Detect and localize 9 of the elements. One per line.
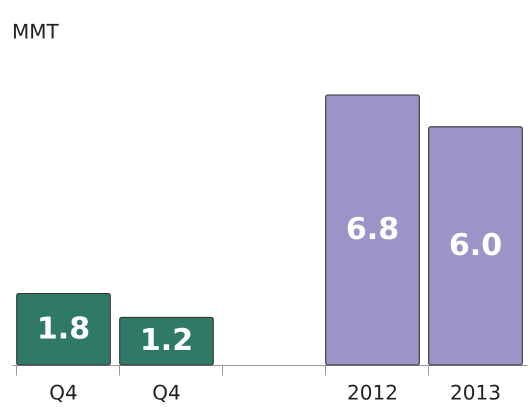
data-label: 6.0 [448,228,502,263]
x-tick-label: 2012 [347,380,398,404]
data-label: 1.2 [140,323,194,358]
y-axis-title: MMT [12,20,60,44]
x-tick-label: Q4 [152,380,181,404]
data-label: 6.8 [346,212,400,247]
x-tick-label: 2013 [450,380,501,404]
data-label: 1.8 [36,311,90,346]
x-tick-label: Q4 [49,380,78,404]
